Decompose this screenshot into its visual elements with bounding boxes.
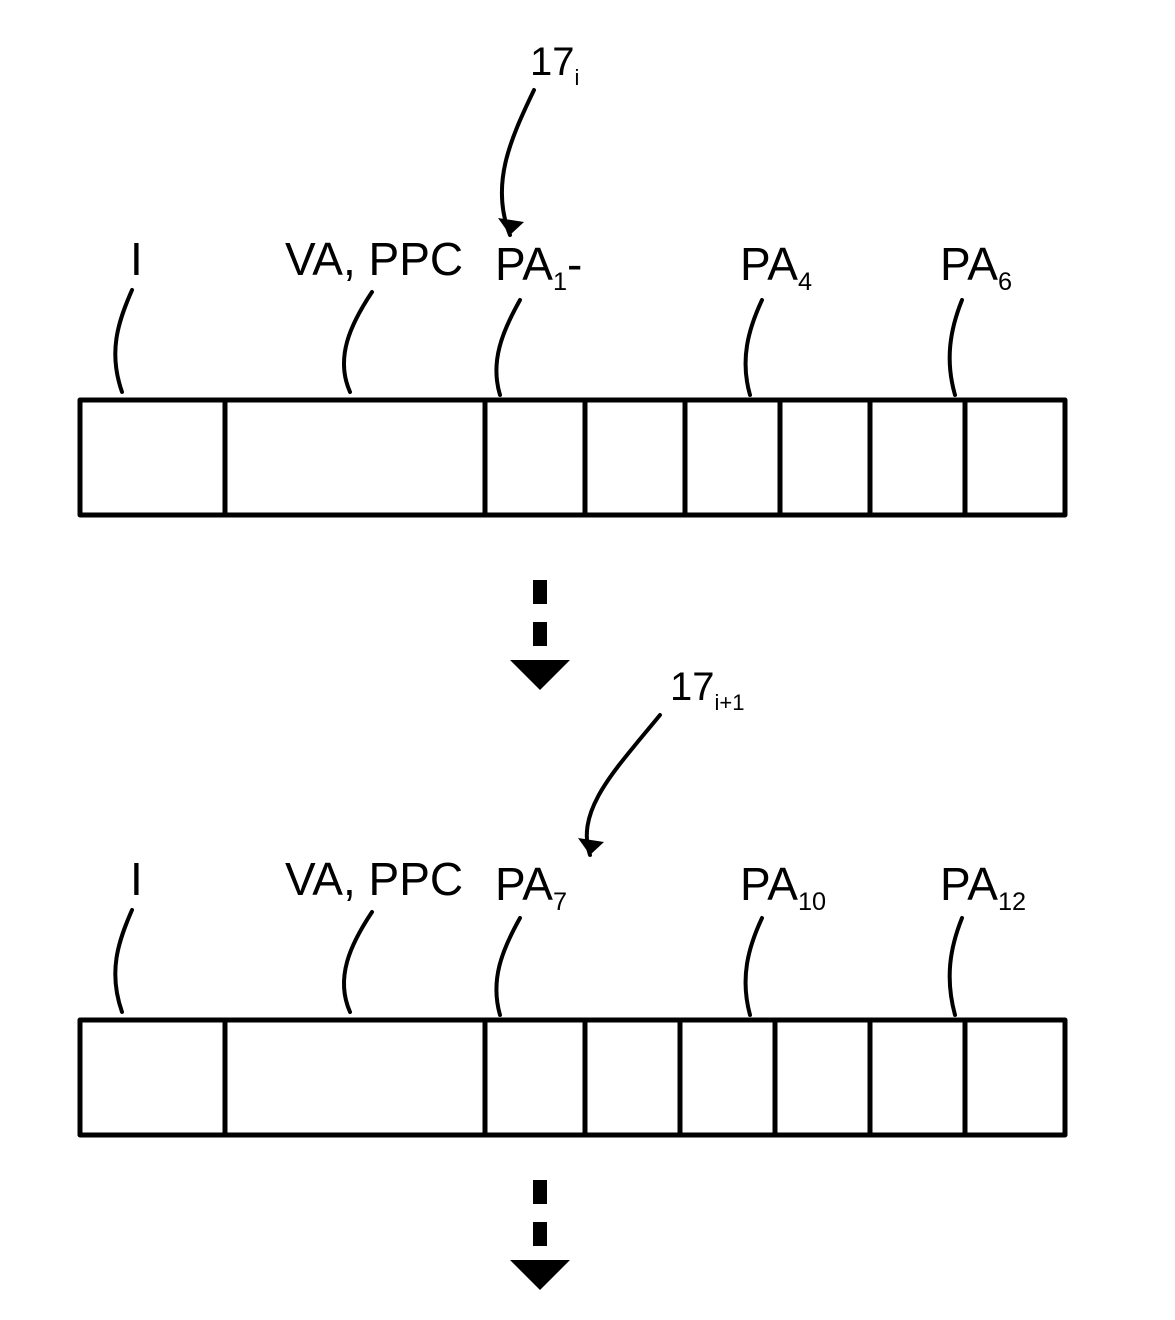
block-cell — [965, 1020, 1065, 1135]
block-label: PA1- — [495, 238, 582, 296]
block-cell — [775, 1020, 870, 1135]
label-lead — [496, 918, 520, 1015]
block-label: PA12 — [940, 858, 1026, 916]
block-label: I — [130, 853, 143, 905]
block-label: I — [130, 233, 143, 285]
block-cell — [585, 1020, 680, 1135]
block-cell — [225, 400, 485, 515]
block-label: PA4 — [740, 238, 812, 296]
block-cell — [870, 1020, 965, 1135]
block-cell — [780, 400, 870, 515]
bottom-block-row: I VA, PPC PA7 PA10 PA12 — [80, 853, 1065, 1135]
block-id-arrow — [502, 90, 534, 235]
label-lead — [950, 918, 962, 1015]
block-cell — [870, 400, 965, 515]
block-cell — [680, 1020, 775, 1135]
flow-arrow-1 — [510, 1180, 570, 1290]
label-lead — [950, 300, 962, 395]
flow-arrow-0 — [510, 580, 570, 690]
label-lead — [746, 918, 762, 1015]
block-label: PA10 — [740, 858, 826, 916]
block-id-arrowhead — [578, 838, 604, 855]
top-block-row: I VA, PPC PA1- PA4 PA6 — [80, 233, 1065, 515]
block-id-bottom: 17i+1 — [578, 665, 744, 855]
block-label: VA, PPC — [285, 233, 463, 285]
block-label: VA, PPC — [285, 853, 463, 905]
label-lead — [344, 292, 372, 392]
block-label: PA6 — [940, 238, 1012, 296]
block-cell — [225, 1020, 485, 1135]
block-id-label: 17i — [530, 40, 579, 90]
block-id-arrow — [587, 715, 660, 855]
label-lead — [115, 290, 132, 392]
block-id-top: 17i — [498, 40, 579, 235]
block-cell — [585, 400, 685, 515]
flow-arrow-head — [510, 660, 570, 690]
block-cell — [965, 400, 1065, 515]
flow-arrow-head — [510, 1260, 570, 1290]
label-lead — [496, 300, 520, 395]
block-cell — [80, 400, 225, 515]
block-label: PA7 — [495, 858, 567, 916]
label-lead — [746, 300, 762, 395]
block-cell — [685, 400, 780, 515]
block-cell — [485, 1020, 585, 1135]
block-cell — [485, 400, 585, 515]
label-lead — [115, 910, 132, 1012]
block-id-arrowhead — [498, 218, 524, 235]
label-lead — [344, 912, 372, 1012]
block-cell — [80, 1020, 225, 1135]
block-id-label: 17i+1 — [670, 665, 744, 715]
